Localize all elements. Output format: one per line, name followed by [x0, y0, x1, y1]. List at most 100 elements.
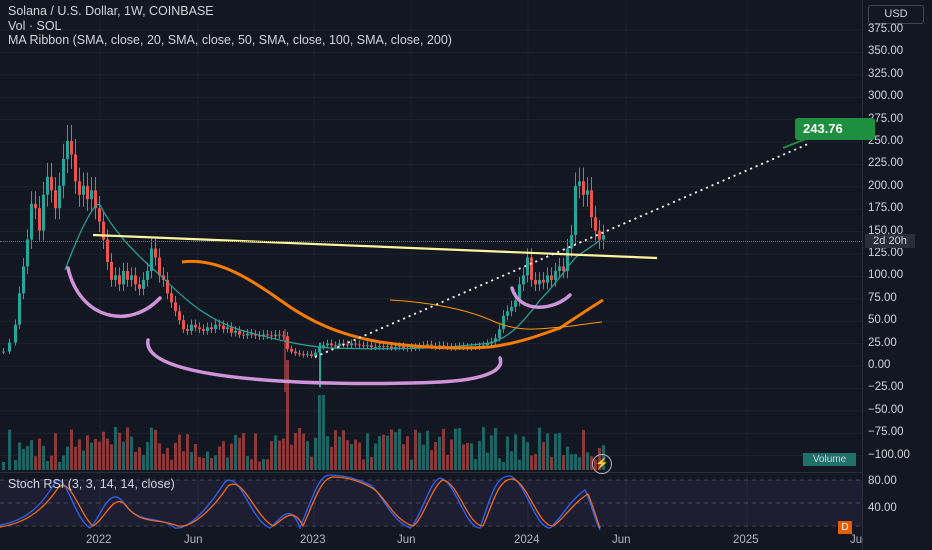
volume-bar — [574, 453, 577, 470]
candle-body — [286, 336, 289, 349]
candle-body — [538, 279, 541, 285]
rsi-flag: D — [838, 521, 852, 534]
price-tick: 0.00 — [868, 359, 891, 371]
volume-bar — [318, 395, 321, 470]
candle-body — [266, 334, 269, 336]
volume-bar — [462, 444, 465, 470]
candle-body — [534, 279, 537, 285]
price-axis[interactable] — [862, 0, 932, 550]
volume-bar — [222, 441, 225, 470]
candle-body — [218, 324, 221, 326]
volume-bar — [322, 395, 325, 470]
candle-body — [586, 190, 589, 195]
volume-bar — [590, 456, 593, 470]
volume-bar — [2, 462, 5, 470]
volume-bar — [86, 435, 89, 470]
volume-bar — [442, 428, 445, 470]
volume-bar — [162, 453, 165, 470]
candle-body — [222, 325, 225, 330]
candle-body — [14, 324, 17, 343]
volume-bar — [190, 452, 193, 470]
candle-body — [234, 330, 237, 333]
volume-bar — [238, 437, 241, 470]
rsi-tick-40: 40.00 — [868, 502, 897, 514]
candle-body — [382, 346, 385, 348]
volume-bar — [334, 430, 337, 470]
candle-body — [254, 334, 257, 336]
time-tick: Jun — [397, 534, 416, 546]
volume-bar — [466, 442, 469, 470]
volume-bar — [202, 457, 205, 470]
candle-body — [294, 351, 297, 354]
volume-bar — [186, 434, 189, 470]
pane-separator[interactable] — [0, 472, 862, 473]
price-tick: 375.00 — [868, 23, 904, 35]
volume-bar — [478, 441, 481, 470]
volume-bar — [46, 461, 49, 470]
volume-bar — [374, 443, 377, 470]
candle-body — [554, 270, 557, 280]
projection-line — [314, 143, 809, 358]
volume-bar — [14, 459, 17, 470]
symbol-title[interactable]: Solana / U.S. Dollar, 1W, COINBASE — [8, 4, 214, 18]
time-tick: 2023 — [300, 534, 326, 546]
volume-bar — [434, 441, 437, 470]
candle-body — [194, 324, 197, 328]
volume-bar — [58, 461, 61, 470]
volume-bar — [274, 435, 277, 470]
stoch-rsi — [0, 474, 601, 531]
volume-bar — [278, 440, 281, 470]
time-tick: 2024 — [514, 534, 540, 546]
stoch-rsi-label[interactable]: Stoch RSI (3, 3, 14, 14, close) — [8, 477, 175, 491]
volume-bar — [298, 428, 301, 470]
volume-bar — [586, 452, 589, 470]
price-tick: 250.00 — [868, 135, 904, 147]
lightning-icon[interactable]: ⚡ — [592, 454, 612, 474]
ma-ribbon-label[interactable]: MA Ribbon (SMA, close, 20, SMA, close, 5… — [8, 33, 452, 47]
candle-body — [370, 345, 373, 348]
volume-bar — [342, 430, 345, 470]
volume-tag: Volume — [803, 453, 856, 466]
candle-body — [510, 306, 513, 312]
candle-body — [202, 329, 205, 331]
volume-indicator-label[interactable]: Vol · SOL — [8, 18, 62, 33]
price-chart[interactable] — [0, 0, 862, 550]
candle-body — [282, 335, 285, 337]
volume-bar — [502, 461, 505, 470]
resistance-line — [92, 233, 658, 260]
price-tick: −100.00 — [868, 448, 910, 461]
candle-body — [138, 284, 141, 289]
candle-body — [390, 346, 393, 348]
volume-bar — [286, 360, 289, 470]
volume-bar — [554, 433, 557, 470]
time-tick: 2025 — [733, 534, 759, 546]
volume-bar — [74, 446, 77, 470]
candle-body — [18, 293, 21, 325]
candle-body — [238, 330, 241, 335]
volume-bar — [54, 433, 57, 470]
volume-bar — [294, 433, 297, 470]
volume-bar — [66, 446, 69, 470]
volume-bar — [174, 442, 177, 470]
price-tick: 100.00 — [868, 269, 904, 282]
candle-body — [442, 345, 445, 347]
volume-bar — [474, 459, 477, 470]
candle-body — [310, 354, 313, 357]
price-tick: 325.00 — [868, 67, 904, 80]
time-tick: Jun — [184, 534, 203, 546]
candle-body — [486, 343, 489, 346]
volume-bar — [422, 444, 425, 470]
candle-body — [210, 327, 213, 330]
volume-bar — [210, 457, 213, 470]
volume-bar — [266, 459, 269, 470]
volume-bar — [150, 427, 153, 470]
volume-bar — [514, 434, 517, 470]
candle-body — [602, 235, 605, 240]
volume-bar — [390, 429, 393, 470]
price-tick: 125.00 — [868, 247, 904, 259]
candle-body — [290, 348, 293, 352]
volume-bar — [206, 451, 209, 470]
price-tick: 200.00 — [868, 179, 904, 192]
currency-button[interactable]: USD — [868, 5, 924, 24]
time-tick: 2022 — [86, 534, 112, 546]
